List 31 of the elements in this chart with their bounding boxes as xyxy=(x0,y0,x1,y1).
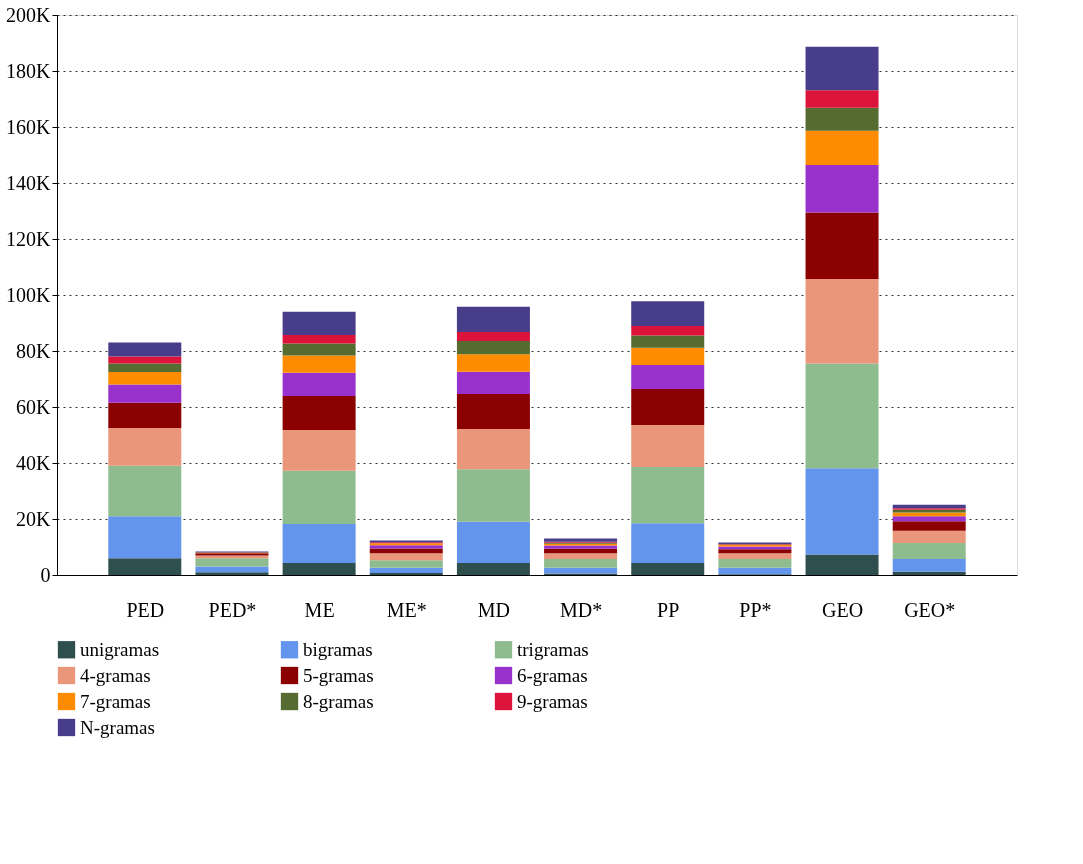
y-tick-label: 160K xyxy=(6,115,52,138)
x-tick-label: PED xyxy=(126,598,165,621)
x-tick-label: ME* xyxy=(386,598,427,621)
legend-label: 5-gramas xyxy=(303,664,374,686)
x-tick-label: GEO* xyxy=(904,598,956,621)
y-tick-label: 180K xyxy=(6,59,52,82)
x-tick-label: PP* xyxy=(739,598,772,621)
x-tick-label: MD* xyxy=(559,598,603,621)
legend-label: trigramas xyxy=(517,638,589,660)
x-tick-label: MD xyxy=(477,598,511,621)
legend-label: 4-gramas xyxy=(80,664,151,686)
y-tick-label: 40K xyxy=(16,451,52,474)
y-tick-label: 0 xyxy=(40,563,51,586)
y-tick-label: 60K xyxy=(16,395,52,418)
legend-label: 9-gramas xyxy=(517,690,588,712)
legend-label: 7-gramas xyxy=(80,690,151,712)
legend-label: 6-gramas xyxy=(517,664,588,686)
y-tick-label: 80K xyxy=(16,339,52,362)
legend-label: N-gramas xyxy=(80,716,155,738)
y-tick-label: 200K xyxy=(6,3,52,26)
y-tick-label: 20K xyxy=(16,507,52,530)
x-tick-label: ME xyxy=(304,598,335,621)
y-tick-label: 100K xyxy=(6,283,52,306)
x-tick-label: PP xyxy=(657,598,680,621)
x-tick-label: PED* xyxy=(208,598,257,621)
legend-label: bigramas xyxy=(303,638,373,660)
legend-label: unigramas xyxy=(80,638,160,660)
legend-label: 8-gramas xyxy=(303,690,374,712)
y-tick-label: 140K xyxy=(6,171,52,194)
x-tick-label: GEO xyxy=(821,598,864,621)
y-tick-label: 120K xyxy=(6,227,52,250)
